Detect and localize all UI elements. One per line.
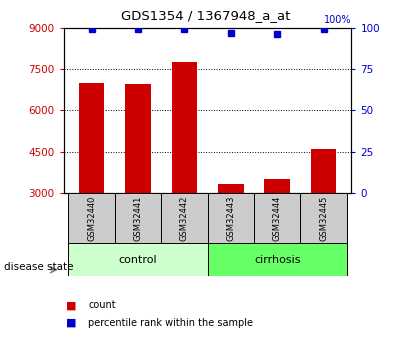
Bar xyxy=(125,84,151,193)
Text: cirrhosis: cirrhosis xyxy=(254,255,300,265)
Text: ■: ■ xyxy=(66,300,76,310)
Bar xyxy=(264,179,290,193)
Text: GSM32445: GSM32445 xyxy=(319,196,328,241)
Text: GSM32443: GSM32443 xyxy=(226,196,235,241)
Bar xyxy=(161,193,208,243)
Bar xyxy=(208,243,347,276)
Text: disease state: disease state xyxy=(4,263,74,272)
Bar xyxy=(68,243,208,276)
Bar xyxy=(218,184,244,193)
Bar xyxy=(208,193,254,243)
Bar xyxy=(254,193,300,243)
Text: count: count xyxy=(88,300,116,310)
Text: GDS1354 / 1367948_a_at: GDS1354 / 1367948_a_at xyxy=(121,9,290,22)
Text: GSM32444: GSM32444 xyxy=(272,196,282,241)
Text: GSM32440: GSM32440 xyxy=(87,196,96,241)
Text: ■: ■ xyxy=(66,318,76,327)
Bar xyxy=(68,193,115,243)
Bar xyxy=(300,193,347,243)
Bar xyxy=(115,193,161,243)
Bar xyxy=(311,149,336,193)
Text: 100%: 100% xyxy=(324,15,351,25)
Bar xyxy=(172,62,197,193)
Text: GSM32442: GSM32442 xyxy=(180,196,189,241)
Bar xyxy=(79,83,104,193)
Text: GSM32441: GSM32441 xyxy=(134,196,143,241)
Text: percentile rank within the sample: percentile rank within the sample xyxy=(88,318,253,327)
Text: control: control xyxy=(119,255,157,265)
